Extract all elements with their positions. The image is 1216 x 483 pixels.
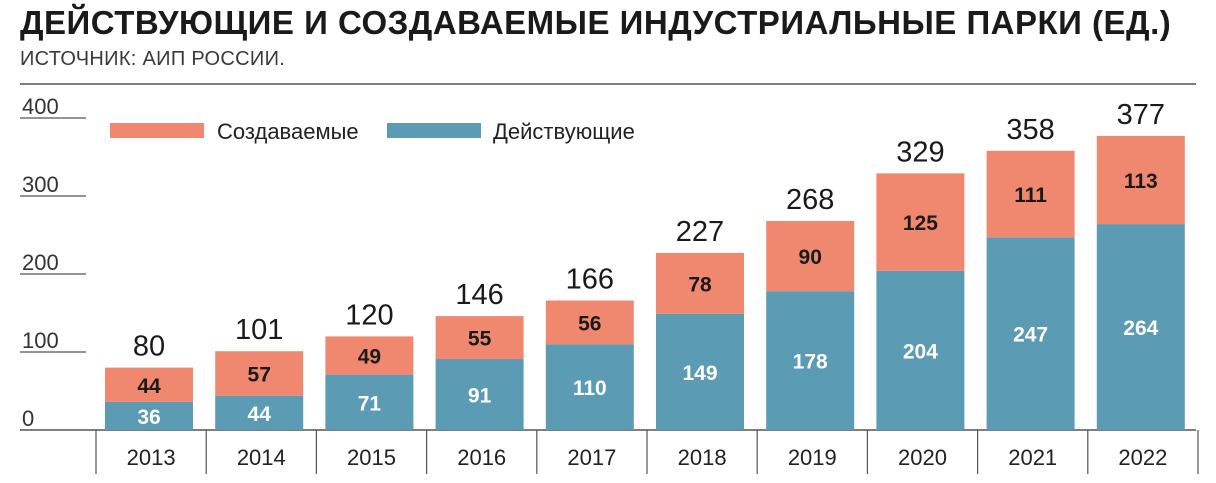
data-label-operating: 110 — [573, 377, 607, 400]
data-label-total: 227 — [676, 216, 724, 248]
data-label-total: 377 — [1117, 99, 1165, 131]
data-label-operating: 247 — [1013, 324, 1048, 347]
bar-creating — [876, 173, 965, 271]
bar-creating — [325, 336, 414, 375]
data-label-creating: 90 — [799, 246, 822, 269]
x-tick-label: 2020 — [898, 445, 947, 470]
data-label-creating: 49 — [358, 346, 381, 369]
data-label-total: 268 — [786, 184, 834, 216]
data-label-total: 329 — [896, 136, 944, 168]
data-label-operating: 178 — [793, 351, 828, 374]
bar-operating — [215, 395, 304, 430]
data-label-creating: 125 — [903, 212, 938, 235]
bar-creating — [986, 150, 1075, 238]
x-tick-label: 2018 — [678, 445, 727, 470]
data-label-operating: 71 — [358, 392, 382, 415]
data-label-creating: 56 — [578, 312, 601, 335]
chart-source: ИСТОЧНИК: АИП РОССИИ. — [20, 48, 286, 70]
data-label-creating: 111 — [1014, 184, 1047, 207]
y-tick-label: 0 — [22, 406, 34, 431]
bar-operating — [435, 359, 524, 430]
x-tick-label: 2017 — [567, 445, 616, 470]
bar-operating — [545, 344, 634, 430]
bar-operating — [876, 270, 965, 430]
data-label-creating: 57 — [248, 363, 271, 386]
legend-swatch-creating — [110, 123, 204, 138]
bar-operating — [105, 401, 193, 430]
bar-creating — [105, 367, 193, 402]
bar-operating — [1096, 224, 1185, 430]
chart-title: ДЕЙСТВУЮЩИЕ И СОЗДАВАЕМЫЕ ИНДУСТРИАЛЬНЫЕ… — [20, 4, 1172, 41]
data-label-total: 166 — [566, 264, 614, 296]
legend-label-operating: Действующие — [493, 119, 635, 144]
data-label-creating: 44 — [137, 375, 161, 398]
bar-creating — [435, 316, 524, 360]
legend-label-creating: Создаваемые — [217, 119, 359, 144]
data-label-operating: 264 — [1123, 317, 1158, 340]
x-tick-label: 2019 — [788, 445, 837, 470]
bar-operating — [656, 313, 744, 430]
legend-swatch-operating — [387, 123, 481, 138]
x-tick-label: 2014 — [237, 445, 286, 470]
data-label-operating: 149 — [682, 362, 717, 385]
x-tick-label: 2013 — [127, 445, 176, 470]
bar-creating — [215, 351, 304, 396]
bar-creating — [656, 252, 744, 314]
data-label-operating: 36 — [137, 406, 160, 429]
data-label-operating: 44 — [248, 403, 272, 426]
bar-creating — [1096, 135, 1185, 225]
data-label-total: 146 — [455, 279, 503, 311]
y-tick-label: 100 — [22, 328, 59, 353]
data-label-operating: 91 — [468, 385, 492, 408]
data-label-total: 80 — [133, 331, 165, 363]
y-tick-label: 300 — [22, 172, 59, 197]
x-tick-label: 2022 — [1118, 445, 1167, 470]
x-tick-label: 2016 — [457, 445, 506, 470]
data-label-creating: 78 — [688, 273, 712, 296]
data-label-creating: 113 — [1124, 170, 1158, 193]
data-label-total: 120 — [345, 299, 393, 331]
y-tick-label: 400 — [22, 94, 59, 119]
data-label-creating: 55 — [468, 328, 492, 351]
bar-operating — [766, 291, 855, 430]
bar-creating — [545, 300, 634, 345]
bar-creating — [766, 220, 855, 292]
x-tick-label: 2021 — [1008, 445, 1057, 470]
data-label-operating: 204 — [903, 340, 938, 363]
bar-operating — [986, 237, 1075, 430]
y-tick-label: 200 — [22, 250, 59, 275]
data-label-total: 358 — [1006, 114, 1054, 146]
data-label-total: 101 — [235, 314, 283, 346]
bar-operating — [325, 374, 414, 430]
x-tick-label: 2015 — [347, 445, 396, 470]
